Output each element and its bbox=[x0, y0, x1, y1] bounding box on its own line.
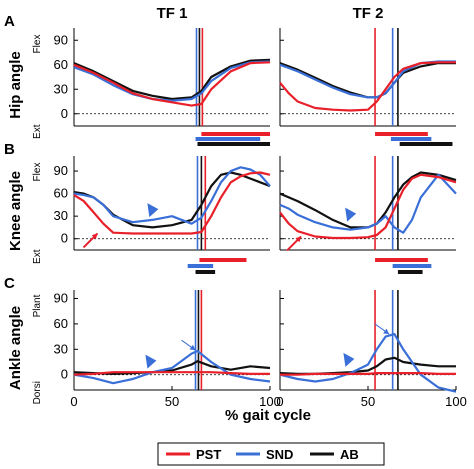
x-tick-label: 0 bbox=[70, 394, 77, 409]
column-title-1: TF 1 bbox=[157, 5, 188, 22]
timing-bar-snd bbox=[187, 264, 214, 268]
positive-direction-label: Plant bbox=[32, 294, 43, 317]
timing-bar-ab bbox=[195, 270, 216, 274]
series-line-snd bbox=[73, 60, 271, 102]
panels-layer: A Hip angle Flex Ext 0 30 60 90 B Knee angle Flex E… bbox=[4, 13, 467, 409]
series-line-ab bbox=[279, 356, 456, 375]
series-line-pst bbox=[280, 372, 456, 376]
panel-a-1: 0 30 60 90 bbox=[54, 28, 271, 146]
annotation-arrow-tip bbox=[383, 328, 390, 335]
series-line-snd bbox=[73, 349, 271, 385]
series-line-ab bbox=[73, 58, 271, 101]
y-tick-label: 90 bbox=[54, 32, 68, 47]
panel-letter-b: B bbox=[4, 141, 15, 158]
y-tick-label: 90 bbox=[54, 290, 68, 305]
negative-direction-label: Dorsi bbox=[32, 381, 43, 404]
annotation-arrow-tip bbox=[295, 236, 302, 243]
panel-letter-c: C bbox=[4, 275, 15, 292]
x-tick-label: 100 bbox=[445, 394, 467, 409]
x-tick-label: 100 bbox=[259, 394, 281, 409]
arrowhead-marker bbox=[145, 354, 157, 369]
timing-bar-snd bbox=[195, 137, 261, 141]
y-tick-label: 30 bbox=[54, 341, 68, 356]
positive-direction-label: Flex bbox=[32, 35, 43, 54]
annotation-arrow-tip bbox=[189, 344, 196, 351]
timing-bar-pst bbox=[375, 258, 428, 262]
y-tick-label: 0 bbox=[61, 106, 68, 121]
panel-c-2: 0 50 100 bbox=[276, 290, 467, 409]
panel-a-2 bbox=[279, 28, 456, 146]
arrowhead-marker bbox=[147, 203, 159, 218]
timing-bar-ab bbox=[399, 142, 453, 146]
timing-bar-pst bbox=[375, 132, 428, 136]
y-axis-label-b: Knee angle bbox=[7, 171, 24, 251]
negative-direction-label: Ext bbox=[32, 249, 43, 264]
legend: PST SND AB bbox=[157, 442, 385, 466]
x-tick-label: 50 bbox=[361, 394, 375, 409]
timing-bar-ab bbox=[197, 142, 270, 146]
y-tick-label: 60 bbox=[54, 57, 68, 72]
series-line-snd bbox=[73, 166, 271, 225]
series-line-ab bbox=[73, 171, 271, 229]
y-tick-label: 30 bbox=[54, 208, 68, 223]
y-tick-label: 30 bbox=[54, 81, 68, 96]
y-tick-label: 0 bbox=[61, 367, 68, 382]
series-line-pst bbox=[279, 173, 457, 240]
y-tick-label: 60 bbox=[54, 316, 68, 331]
timing-bar-snd bbox=[390, 137, 432, 141]
x-axis-label: % gait cycle bbox=[225, 407, 311, 424]
timing-bar-pst bbox=[199, 258, 247, 262]
column-title-2: TF 2 bbox=[353, 5, 384, 22]
timing-bar-pst bbox=[201, 132, 270, 136]
series-line-pst bbox=[73, 371, 270, 376]
arrowhead-marker bbox=[345, 207, 357, 222]
panel-b-2 bbox=[279, 156, 457, 274]
positive-direction-label: Flex bbox=[32, 163, 43, 182]
timing-bar-snd bbox=[392, 264, 432, 268]
x-tick-label: 50 bbox=[165, 394, 179, 409]
y-tick-label: 0 bbox=[61, 231, 68, 246]
y-tick-label: 90 bbox=[54, 163, 68, 178]
legend-frame bbox=[157, 442, 385, 466]
series-line-snd bbox=[279, 60, 456, 99]
legend-label-snd: SND bbox=[266, 447, 293, 462]
series-line-snd bbox=[279, 333, 457, 393]
legend-label-ab: AB bbox=[340, 447, 359, 462]
series-line-ab bbox=[73, 360, 271, 375]
x-tick-label: 0 bbox=[276, 394, 283, 409]
annotation-arrow-tip bbox=[91, 233, 98, 240]
series-line-pst bbox=[73, 171, 271, 235]
y-axis-label-c: Ankle angle bbox=[7, 306, 24, 390]
series-line-snd bbox=[279, 173, 457, 234]
panel-b-1: 0 30 60 90 bbox=[54, 156, 271, 274]
panel-letter-a: A bbox=[4, 13, 15, 30]
arrowhead-marker bbox=[343, 352, 355, 367]
panel-c-1: 0 30 60 90 0 50 100 bbox=[54, 290, 281, 409]
series-line-ab bbox=[279, 62, 456, 99]
series-line-pst bbox=[73, 61, 271, 107]
y-axis-label-a: Hip angle bbox=[7, 51, 24, 119]
negative-direction-label: Ext bbox=[32, 124, 43, 139]
series-line-pst bbox=[279, 61, 456, 112]
y-tick-label: 60 bbox=[54, 186, 68, 201]
legend-label-pst: PST bbox=[196, 447, 221, 462]
timing-bar-ab bbox=[397, 270, 423, 274]
